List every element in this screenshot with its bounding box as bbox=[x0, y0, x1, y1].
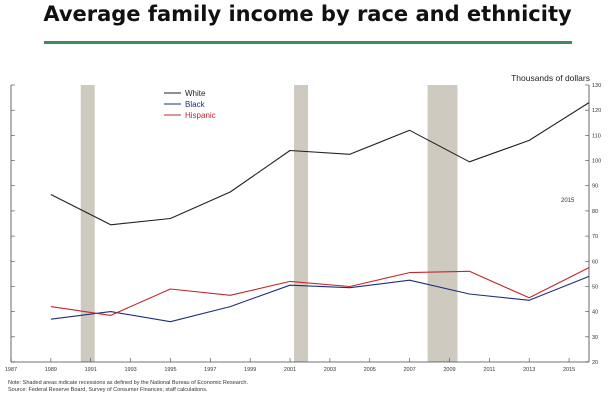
x-tick-label: 1991 bbox=[85, 367, 97, 373]
chart-title: Average family income by race and ethnic… bbox=[43, 2, 572, 26]
series-line-white bbox=[50, 102, 590, 226]
y-tick-label: 110 bbox=[592, 133, 601, 139]
legend-label-hispanic: Hispanic bbox=[185, 111, 216, 120]
x-tick-label: 1997 bbox=[204, 367, 216, 373]
y-tick-label: 60 bbox=[592, 259, 598, 265]
y-tick-label: 120 bbox=[592, 108, 601, 114]
y-tick-label: 80 bbox=[592, 209, 598, 215]
axes: 20 30 40 50 60 70 80 90 100 110 120 130 1987 1989 1991… bbox=[5, 83, 601, 373]
y-tick-label: 100 bbox=[592, 159, 601, 165]
x-tick-label: 2001 bbox=[284, 367, 296, 373]
annotations: 2015 bbox=[561, 198, 575, 204]
y-tick-label: 30 bbox=[592, 335, 598, 341]
series-line-black bbox=[50, 275, 590, 323]
annotation-2015: 2015 bbox=[561, 198, 575, 204]
x-tick-label: 2011 bbox=[483, 367, 495, 373]
legend: White Black Hispanic bbox=[164, 89, 216, 120]
footnote: Note: Shaded areas indicate recessions a… bbox=[8, 380, 248, 393]
x-tick-label: 1989 bbox=[45, 367, 57, 373]
series-lines bbox=[50, 102, 590, 323]
x-tick-label: 2007 bbox=[403, 367, 415, 373]
footnote-note: Note: Shaded areas indicate recessions a… bbox=[8, 380, 249, 386]
x-tick-label: 2005 bbox=[364, 367, 376, 373]
recession-shading bbox=[80, 85, 458, 362]
y-tick-label: 130 bbox=[592, 83, 601, 89]
x-tick-label: 2015 bbox=[563, 367, 575, 373]
y-tick-label: 20 bbox=[592, 360, 598, 366]
y-tick-label: 50 bbox=[592, 284, 598, 290]
legend-label-black: Black bbox=[185, 100, 206, 109]
y-axis-units-label: Thousands of dollars bbox=[511, 73, 590, 83]
y-tick-label: 70 bbox=[592, 234, 598, 240]
x-tick-label: 2013 bbox=[523, 367, 535, 373]
x-tick-label: 1999 bbox=[244, 367, 256, 373]
series-line-hispanic bbox=[50, 267, 590, 316]
legend-label-white: White bbox=[185, 89, 206, 98]
recession-band bbox=[80, 85, 95, 362]
x-tick-label: 2009 bbox=[443, 367, 455, 373]
recession-band bbox=[294, 85, 308, 362]
x-tick-label: 1987 bbox=[5, 367, 17, 373]
x-tick-label: 1993 bbox=[124, 367, 136, 373]
y-tick-label: 90 bbox=[592, 184, 598, 190]
x-tick-label: 2003 bbox=[324, 367, 336, 373]
recession-band bbox=[427, 85, 458, 362]
title-underline bbox=[44, 41, 572, 44]
x-tick-label: 1995 bbox=[164, 367, 176, 373]
footnote-source: Source: Federal Reserve Board, Survey of… bbox=[8, 386, 208, 393]
y-tick-label: 40 bbox=[592, 310, 598, 316]
